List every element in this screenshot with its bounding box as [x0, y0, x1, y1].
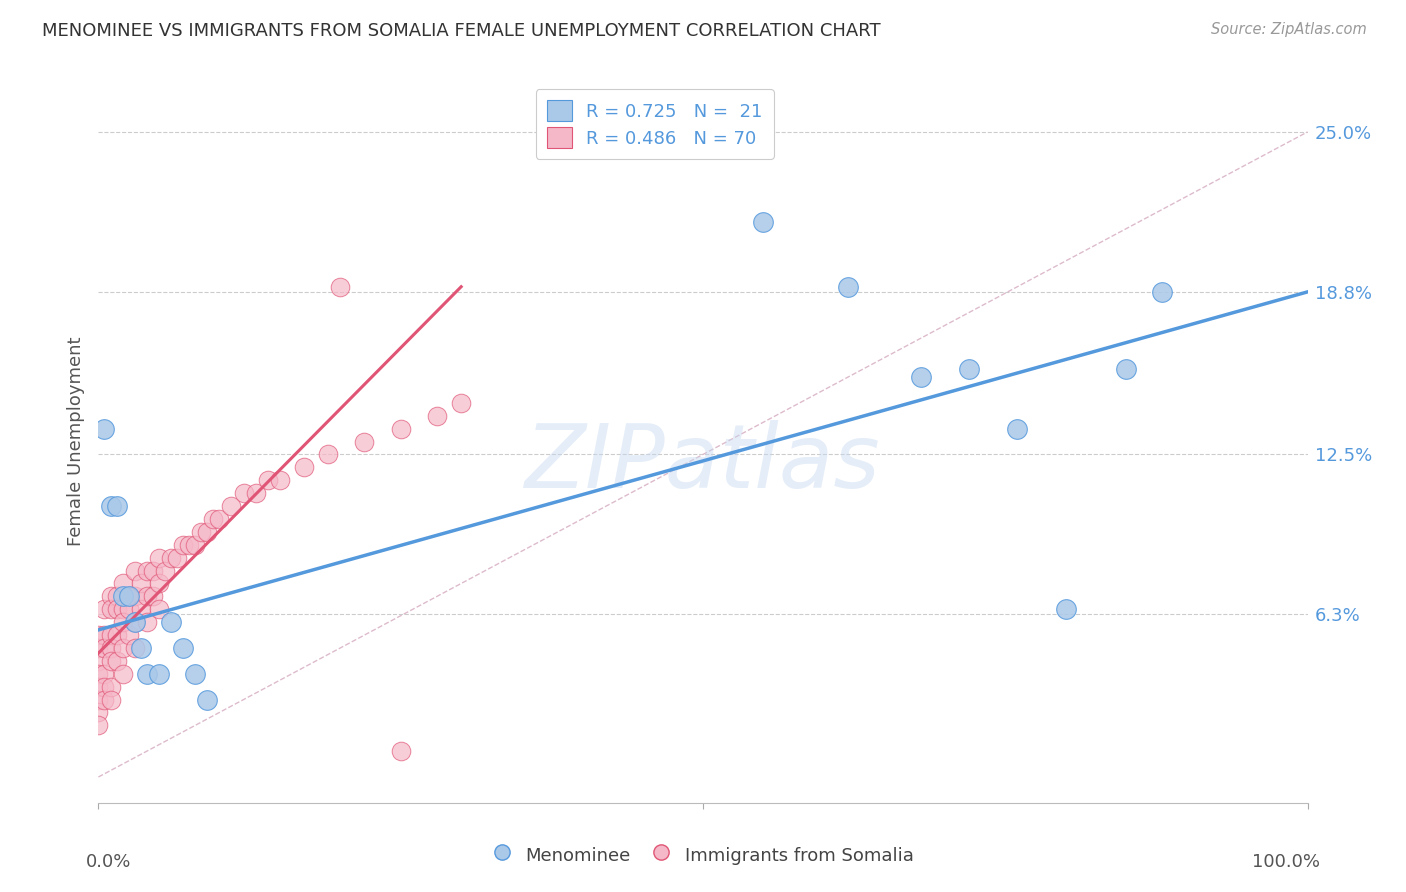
Point: [100, 590, 122, 604]
Point: [221, 499, 243, 513]
Point: [142, 590, 165, 604]
Point: [148, 550, 170, 565]
Point: [111, 602, 134, 616]
Point: [190, 524, 212, 539]
Point: [124, 564, 146, 578]
Point: [93, 680, 115, 694]
Point: [752, 215, 775, 229]
Point: [837, 279, 859, 293]
Point: [87, 640, 110, 655]
Point: [160, 550, 183, 565]
Point: [316, 447, 339, 461]
Point: [93, 692, 115, 706]
Point: [100, 654, 122, 668]
Point: [105, 654, 128, 668]
Text: ZIPatlas: ZIPatlas: [526, 420, 880, 507]
Point: [118, 590, 141, 604]
Point: [232, 486, 254, 500]
Point: [135, 564, 157, 578]
Text: Source: ZipAtlas.com: Source: ZipAtlas.com: [1211, 22, 1367, 37]
Point: [118, 602, 141, 616]
Point: [329, 279, 352, 293]
Point: [124, 640, 146, 655]
Point: [184, 538, 207, 552]
Point: [93, 422, 115, 436]
Point: [105, 602, 128, 616]
Point: [111, 666, 134, 681]
Point: [118, 628, 141, 642]
Point: [93, 602, 115, 616]
Point: [93, 640, 115, 655]
Point: [153, 564, 176, 578]
Point: [426, 409, 449, 423]
Point: [195, 524, 218, 539]
Point: [118, 590, 141, 604]
Text: 100.0%: 100.0%: [1251, 854, 1320, 871]
Point: [124, 615, 146, 630]
Point: [1115, 362, 1137, 376]
Point: [910, 370, 932, 384]
Text: MENOMINEE VS IMMIGRANTS FROM SOMALIA FEMALE UNEMPLOYMENT CORRELATION CHART: MENOMINEE VS IMMIGRANTS FROM SOMALIA FEM…: [42, 22, 880, 40]
Point: [129, 576, 152, 591]
Point: [148, 602, 170, 616]
Point: [124, 615, 146, 630]
Point: [87, 680, 110, 694]
Point: [111, 615, 134, 630]
Point: [135, 666, 157, 681]
Point: [148, 666, 170, 681]
Point: [269, 473, 291, 487]
Point: [87, 654, 110, 668]
Point: [202, 512, 225, 526]
Point: [292, 460, 315, 475]
Point: [124, 590, 146, 604]
Point: [245, 486, 267, 500]
Point: [129, 640, 152, 655]
Point: [100, 640, 122, 655]
Point: [100, 499, 122, 513]
Point: [389, 744, 412, 758]
Point: [160, 615, 183, 630]
Point: [142, 564, 165, 578]
Point: [184, 666, 207, 681]
Point: [179, 538, 201, 552]
Point: [111, 590, 134, 604]
Point: [389, 422, 412, 436]
Point: [450, 396, 472, 410]
Point: [105, 499, 128, 513]
Point: [105, 628, 128, 642]
Point: [957, 362, 980, 376]
Point: [172, 640, 194, 655]
Point: [1007, 422, 1029, 436]
Point: [111, 640, 134, 655]
Point: [135, 615, 157, 630]
Point: [148, 576, 170, 591]
Text: 0.0%: 0.0%: [86, 854, 132, 871]
Point: [166, 550, 188, 565]
Point: [353, 434, 375, 449]
Point: [87, 718, 110, 732]
Point: [100, 628, 122, 642]
Point: [100, 692, 122, 706]
Legend: Menominee, Immigrants from Somalia: Menominee, Immigrants from Somalia: [485, 837, 921, 873]
Point: [172, 538, 194, 552]
Point: [135, 590, 157, 604]
Point: [100, 680, 122, 694]
Point: [208, 512, 231, 526]
Point: [105, 590, 128, 604]
Point: [100, 602, 122, 616]
Point: [111, 576, 134, 591]
Y-axis label: Female Unemployment: Female Unemployment: [66, 337, 84, 546]
Point: [93, 628, 115, 642]
Point: [195, 692, 218, 706]
Point: [1152, 285, 1174, 299]
Point: [87, 692, 110, 706]
Point: [1054, 602, 1077, 616]
Point: [87, 706, 110, 720]
Point: [256, 473, 278, 487]
Point: [87, 666, 110, 681]
Point: [87, 628, 110, 642]
Point: [129, 602, 152, 616]
Point: [93, 666, 115, 681]
